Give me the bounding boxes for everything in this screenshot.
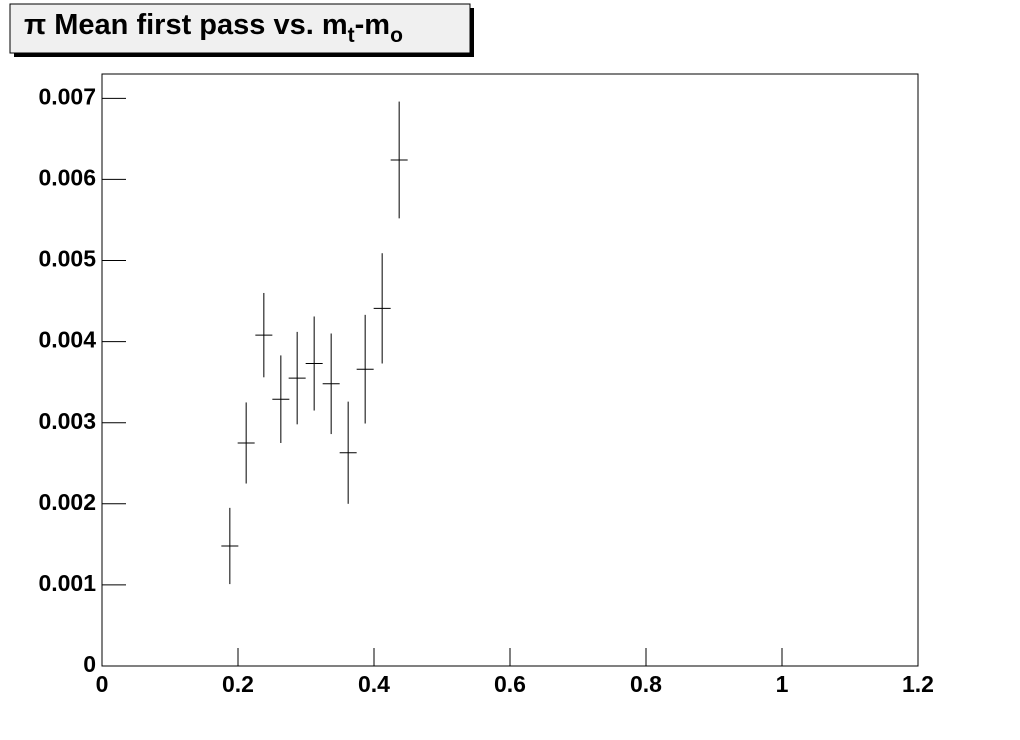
title-part: -m (355, 9, 390, 41)
y-tick-label: 0.007 (38, 83, 96, 109)
y-tick-label: 0 (83, 651, 96, 677)
x-tick-label: 0.8 (630, 671, 662, 697)
y-tick-label: 0.005 (38, 246, 96, 272)
y-tick-label: 0.001 (38, 570, 96, 596)
plot-frame (101, 73, 919, 667)
x-tick-label: 0.4 (358, 671, 390, 697)
title-subscript: o (390, 24, 403, 47)
x-tick-label: 1.2 (902, 671, 934, 697)
y-tick-label: 0.006 (38, 165, 96, 191)
title-subscript: t (348, 24, 355, 47)
title-box (9, 3, 471, 54)
y-tick-label: 0.003 (38, 408, 96, 434)
x-tick-label: 0.2 (222, 671, 254, 697)
y-tick-label: 0.004 (38, 327, 96, 353)
x-tick-label: 0 (96, 671, 109, 697)
x-tick-label: 0.6 (494, 671, 526, 697)
x-tick-label: 1 (776, 671, 789, 697)
chart-title: π Mean first pass vs. mt-mo (24, 9, 403, 47)
y-tick-label: 0.002 (38, 489, 96, 515)
title-part: π Mean first pass vs. m (24, 9, 348, 41)
